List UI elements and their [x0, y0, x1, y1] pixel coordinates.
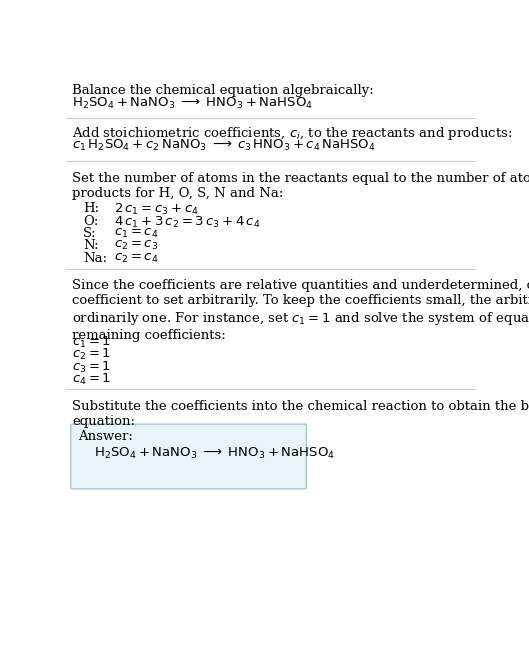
- Text: $c_2 = c_4$: $c_2 = c_4$: [114, 252, 159, 265]
- Text: $4\,c_1 + 3\,c_2 = 3\,c_3 + 4\,c_4$: $4\,c_1 + 3\,c_2 = 3\,c_3 + 4\,c_4$: [114, 215, 260, 230]
- Text: $c_1\,\mathrm{H_2SO_4} + c_2\,\mathrm{NaNO_3} \;\longrightarrow\; c_3\,\mathrm{H: $c_1\,\mathrm{H_2SO_4} + c_2\,\mathrm{Na…: [72, 138, 376, 153]
- Text: $\mathrm{H_2SO_4 + NaNO_3 \;\longrightarrow\; HNO_3 + NaHSO_4}$: $\mathrm{H_2SO_4 + NaNO_3 \;\longrightar…: [72, 96, 314, 111]
- Text: Since the coefficients are relative quantities and underdetermined, choose a
coe: Since the coefficients are relative quan…: [72, 280, 529, 342]
- Text: N:: N:: [83, 239, 99, 252]
- FancyBboxPatch shape: [71, 424, 306, 489]
- Text: $2\,c_1 = c_3 + c_4$: $2\,c_1 = c_3 + c_4$: [114, 203, 199, 217]
- Text: $c_2 = c_3$: $c_2 = c_3$: [114, 239, 158, 252]
- Text: $c_2 = 1$: $c_2 = 1$: [72, 347, 112, 362]
- Text: O:: O:: [83, 215, 98, 228]
- Text: Na:: Na:: [83, 252, 107, 265]
- Text: Set the number of atoms in the reactants equal to the number of atoms in the
pro: Set the number of atoms in the reactants…: [72, 171, 529, 199]
- Text: S:: S:: [83, 227, 97, 240]
- Text: Answer:: Answer:: [78, 430, 133, 443]
- Text: Substitute the coefficients into the chemical reaction to obtain the balanced
eq: Substitute the coefficients into the che…: [72, 399, 529, 428]
- Text: $c_3 = 1$: $c_3 = 1$: [72, 360, 112, 375]
- Text: $c_1 = 1$: $c_1 = 1$: [72, 334, 112, 350]
- Text: H:: H:: [83, 203, 99, 215]
- Text: Add stoichiometric coefficients, $c_i$, to the reactants and products:: Add stoichiometric coefficients, $c_i$, …: [72, 126, 513, 142]
- Text: $c_1 = c_4$: $c_1 = c_4$: [114, 227, 159, 240]
- Text: Balance the chemical equation algebraically:: Balance the chemical equation algebraica…: [72, 84, 374, 97]
- Text: $\mathrm{H_2SO_4 + NaNO_3 \;\longrightarrow\; HNO_3 + NaHSO_4}$: $\mathrm{H_2SO_4 + NaNO_3 \;\longrightar…: [94, 446, 335, 461]
- Text: $c_4 = 1$: $c_4 = 1$: [72, 372, 112, 387]
